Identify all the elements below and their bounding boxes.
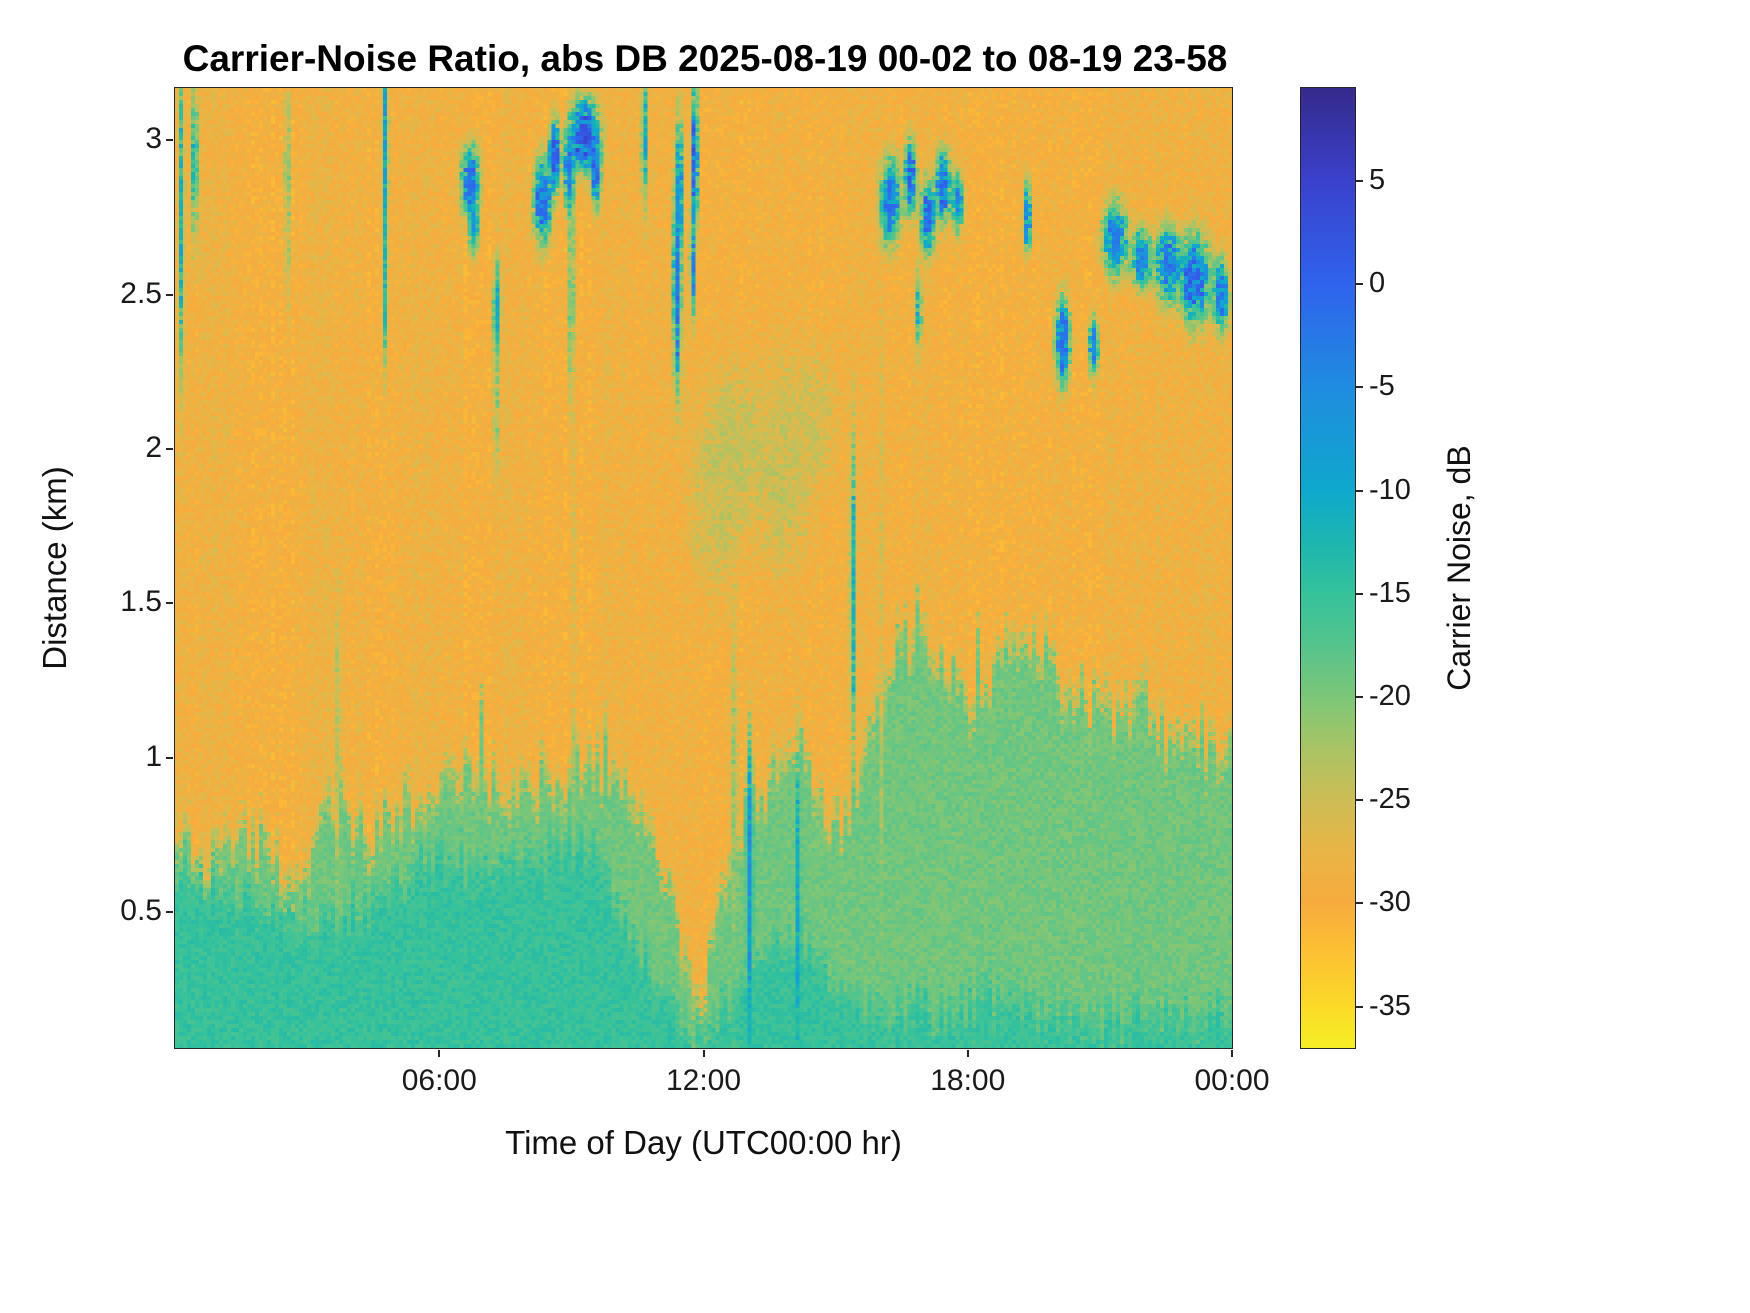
colorbar-tick-label: -25 xyxy=(1369,783,1411,816)
colorbar-tick-mark xyxy=(1356,799,1363,802)
y-tick-label: 1.5 xyxy=(120,585,162,619)
y-tick-label: 2.5 xyxy=(120,276,162,310)
y-tick-mark xyxy=(166,139,173,142)
colorbar-tick-mark xyxy=(1356,283,1363,286)
colorbar-tick-mark xyxy=(1356,179,1363,182)
colorbar-label: Carrier Noise, dB xyxy=(1441,445,1477,691)
y-tick-label: 1 xyxy=(145,739,162,773)
x-axis-label: Time of Day (UTC00:00 hr) xyxy=(505,1124,902,1161)
y-tick-label: 0.5 xyxy=(120,894,162,928)
colorbar-tick-label: -20 xyxy=(1369,680,1411,713)
x-tick-mark xyxy=(702,1050,705,1057)
x-tick-label: 18:00 xyxy=(930,1064,1006,1097)
colorbar-gradient xyxy=(1300,87,1356,1049)
colorbar-tick-mark xyxy=(1356,489,1363,492)
x-tick-mark xyxy=(966,1050,969,1057)
colorbar-tick-mark xyxy=(1356,902,1363,905)
colorbar-tick-label: -35 xyxy=(1369,989,1411,1022)
colorbar-tick-label: -10 xyxy=(1369,473,1411,506)
colorbar-tick-mark xyxy=(1356,386,1363,389)
colorbar-tick-mark xyxy=(1356,1005,1363,1008)
colorbar-tick-label: 5 xyxy=(1369,163,1386,196)
y-tick-mark xyxy=(166,602,173,605)
x-tick-label: 06:00 xyxy=(401,1064,477,1097)
x-tick-mark xyxy=(1231,1050,1233,1057)
y-tick-mark xyxy=(166,756,173,759)
colorbar-tick-label: -15 xyxy=(1369,576,1411,609)
colorbar-tick-label: 0 xyxy=(1369,267,1386,300)
x-tick-mark xyxy=(438,1050,441,1057)
y-tick-label: 3 xyxy=(145,122,162,156)
y-tick-label: 2 xyxy=(145,431,162,465)
chart-title: Carrier-Noise Ratio, abs DB 2025-08-19 0… xyxy=(182,38,1228,79)
colorbar-tick-mark xyxy=(1356,696,1363,699)
colorbar-tick-label: -30 xyxy=(1369,886,1411,919)
colorbar-tick-label: -5 xyxy=(1369,370,1395,403)
y-tick-mark xyxy=(166,448,173,451)
x-tick-label: 12:00 xyxy=(665,1064,742,1097)
heatmap-canvas xyxy=(175,88,1232,1048)
y-tick-mark xyxy=(166,293,173,296)
y-tick-mark xyxy=(166,911,173,914)
x-tick-label: 00:00 xyxy=(1194,1064,1270,1097)
colorbar-tick-mark xyxy=(1356,592,1363,595)
